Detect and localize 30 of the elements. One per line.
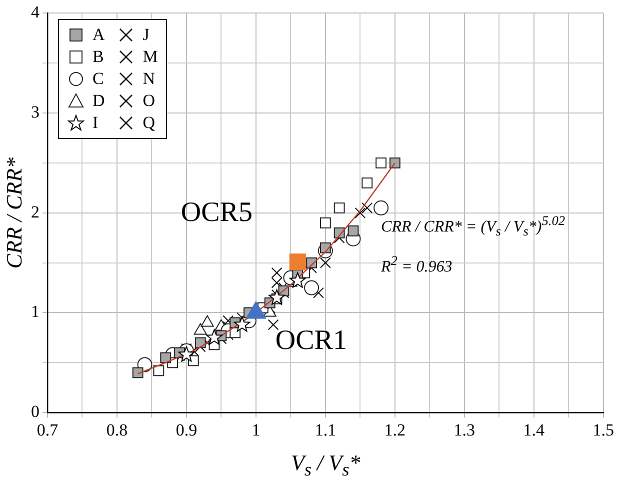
x-tick-label: 1.1 <box>314 420 336 440</box>
legend-label: J <box>142 25 150 46</box>
annotation: OCR5 <box>180 196 252 229</box>
legend-label: A <box>92 25 105 46</box>
legend-label: Q <box>142 113 156 134</box>
x-tick-label: 1.4 <box>523 420 546 440</box>
x-tick-label: 1.3 <box>454 420 476 440</box>
annotation: CRR / CRR* = (V$_{s}$ / V$_{s}$*)$^{5.02}$ <box>381 212 566 240</box>
x-tick-label: 0.7 <box>36 420 59 440</box>
x-tick-label: 1 <box>252 420 260 440</box>
annotation: R$^{2}$ = 0.963 <box>381 252 452 276</box>
y-tick-label: 1 <box>31 302 40 322</box>
y-tick-label: 4 <box>31 2 40 22</box>
legend-label: C <box>92 69 104 90</box>
x-tick-label: 0.8 <box>106 420 128 440</box>
x-tick-label: 1.5 <box>592 420 614 440</box>
annotation: OCR1 <box>275 324 347 357</box>
legend-label: D <box>92 91 105 112</box>
y-tick-label: 2 <box>31 202 40 222</box>
legend-label: O <box>142 91 156 112</box>
legend-label: I <box>92 113 98 134</box>
y-axis-title: CRR / CRR* <box>1 157 28 268</box>
legend-label: M <box>142 47 158 68</box>
x-axis-title: V$_{s}$ / V$_{s}$* <box>290 450 360 480</box>
legend-label: B <box>92 47 104 68</box>
y-tick-label: 0 <box>31 402 40 422</box>
x-tick-label: 0.9 <box>176 420 198 440</box>
legend-label: N <box>142 69 156 90</box>
x-tick-label: 1.2 <box>384 420 406 440</box>
y-tick-label: 3 <box>31 102 40 122</box>
